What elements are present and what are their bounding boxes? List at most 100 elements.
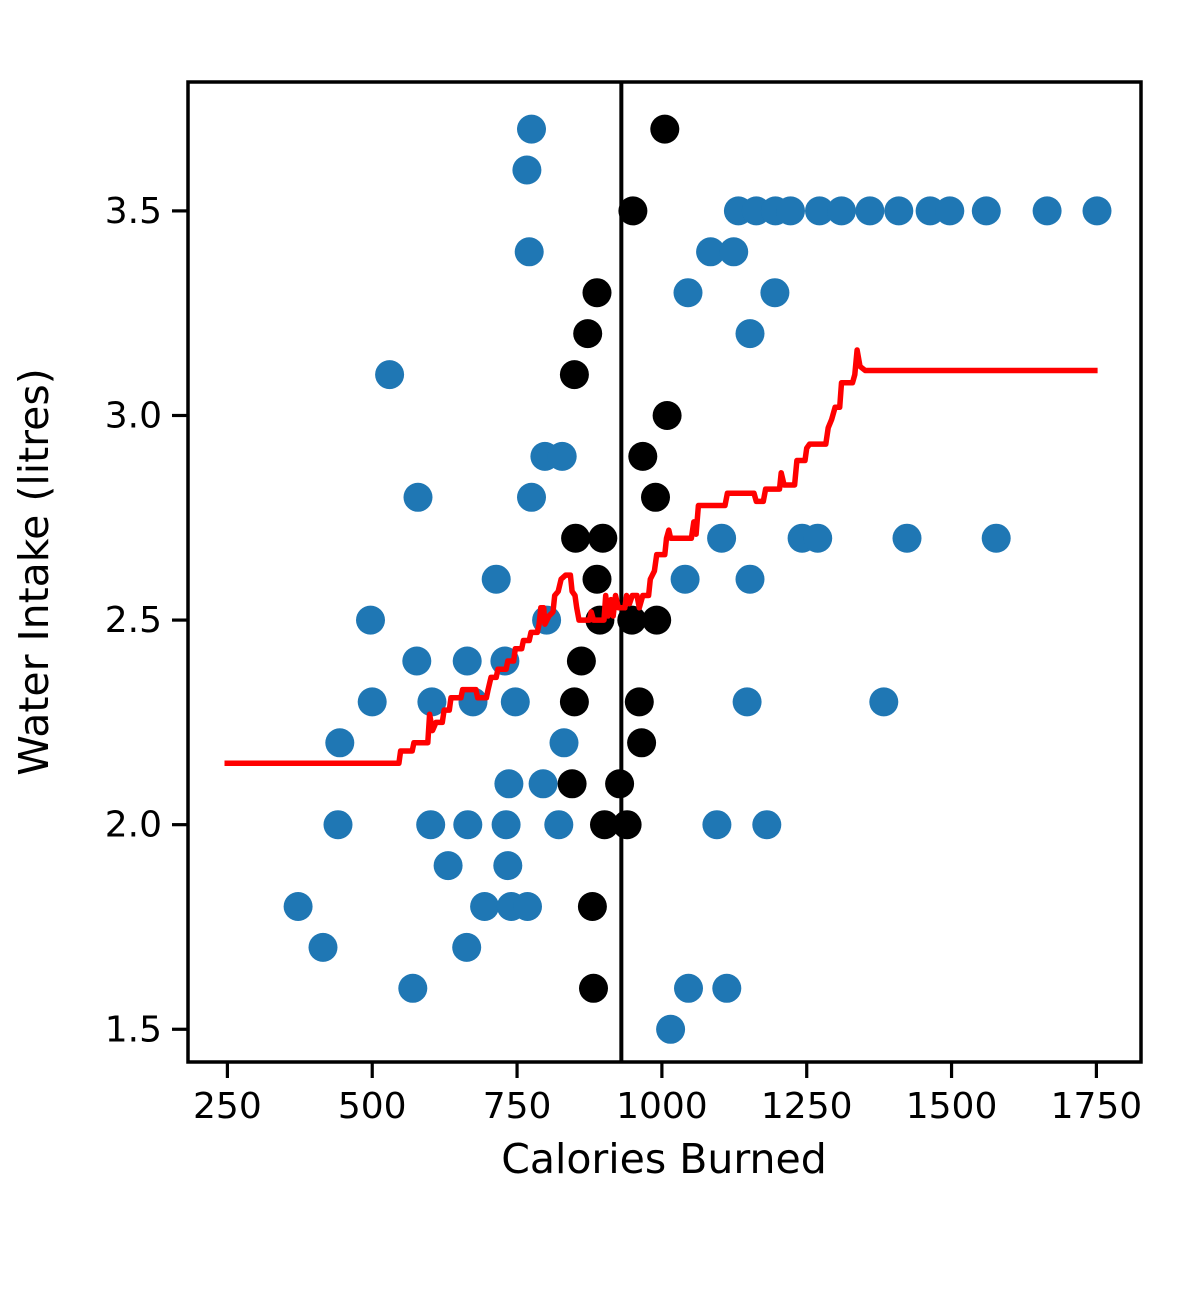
data-point: [547, 441, 577, 471]
data-point: [776, 196, 805, 226]
data-point: [732, 687, 762, 717]
data-point: [935, 196, 965, 226]
data-point: [416, 810, 446, 840]
data-point: [735, 319, 765, 349]
data-point: [493, 851, 523, 881]
x-tick-label: 1250: [761, 1086, 853, 1127]
data-point: [582, 564, 612, 594]
x-axis-label: Calories Burned: [501, 1135, 827, 1183]
data-point: [557, 769, 587, 799]
y-tick-label: 3.0: [105, 395, 162, 436]
data-point: [1082, 196, 1112, 226]
data-point: [513, 892, 542, 921]
data-point: [514, 237, 544, 267]
y-axis-label: Water Intake (litres): [10, 368, 58, 775]
data-point: [641, 482, 670, 512]
data-point: [855, 196, 885, 226]
data-point: [561, 523, 591, 553]
data-point: [491, 810, 521, 840]
black-points: [557, 114, 682, 1003]
data-point: [559, 360, 589, 390]
data-point: [452, 646, 482, 676]
data-point: [670, 564, 700, 594]
data-point: [884, 196, 914, 226]
data-point: [707, 523, 737, 553]
data-point: [544, 810, 574, 840]
data-point: [356, 605, 385, 635]
data-point: [656, 1014, 686, 1044]
data-point: [892, 523, 922, 553]
data-point: [453, 810, 483, 840]
data-point: [981, 523, 1011, 553]
data-point: [803, 523, 833, 553]
data-point: [512, 155, 542, 185]
data-point: [582, 278, 612, 308]
plot-border: [186, 80, 1143, 1064]
data-point: [612, 810, 642, 840]
data-point: [605, 769, 635, 799]
data-point: [674, 973, 703, 1003]
data-point: [323, 810, 353, 840]
red-step-line: [224, 347, 1098, 767]
data-point: [652, 401, 682, 430]
data-point: [627, 728, 657, 758]
data-point: [696, 237, 726, 267]
data-point: [650, 114, 680, 144]
data-point: [402, 646, 432, 676]
data-point: [827, 196, 856, 226]
data-point: [566, 646, 596, 676]
data-point: [283, 892, 313, 921]
x-tick-label: 1000: [616, 1086, 708, 1127]
data-point: [494, 769, 524, 799]
data-point: [403, 482, 433, 512]
data-point: [559, 687, 589, 717]
data-point: [470, 892, 500, 921]
data-point: [702, 810, 732, 840]
data-point: [712, 973, 742, 1003]
y-axis-ticks: 1.5 2.0 2.5 3.0 3.5: [105, 191, 187, 1050]
data-point: [752, 810, 782, 840]
data-point: [375, 360, 405, 390]
data-point: [577, 892, 607, 921]
y-tick-label: 2.0: [105, 805, 162, 846]
data-point: [481, 564, 511, 594]
data-point: [579, 973, 608, 1003]
data-point: [735, 564, 765, 594]
data-point: [673, 278, 703, 308]
data-point: [325, 728, 355, 758]
data-point: [760, 278, 790, 308]
data-point: [528, 769, 558, 799]
x-axis-ticks: 250 500 750 1000 1250 1500 1750: [193, 1063, 1143, 1127]
data-point: [357, 687, 387, 717]
data-point: [1032, 196, 1062, 226]
y-tick-label: 2.5: [105, 600, 162, 641]
x-tick-label: 750: [483, 1086, 552, 1127]
data-point: [642, 605, 672, 635]
data-point: [617, 605, 647, 635]
data-point: [588, 523, 618, 553]
x-tick-label: 500: [338, 1086, 407, 1127]
data-point: [805, 196, 834, 226]
data-point: [500, 687, 530, 717]
data-point: [549, 728, 579, 758]
x-tick-label: 250: [193, 1086, 262, 1127]
data-point: [433, 851, 463, 881]
data-point: [618, 196, 648, 226]
data-point: [308, 932, 338, 962]
y-tick-label: 3.5: [105, 191, 162, 232]
data-point: [590, 810, 619, 840]
x-tick-label: 1500: [906, 1086, 998, 1127]
y-tick-label: 1.5: [105, 1009, 162, 1050]
data-point: [971, 196, 1001, 226]
data-point: [398, 973, 428, 1003]
blue-points: [283, 114, 1112, 1044]
data-point: [719, 237, 749, 267]
x-tick-label: 1750: [1051, 1086, 1143, 1127]
data-point: [517, 114, 546, 144]
data-point: [628, 441, 658, 471]
data-point: [869, 687, 899, 717]
data-point: [624, 687, 654, 717]
data-point: [452, 932, 482, 962]
data-point: [573, 319, 603, 349]
